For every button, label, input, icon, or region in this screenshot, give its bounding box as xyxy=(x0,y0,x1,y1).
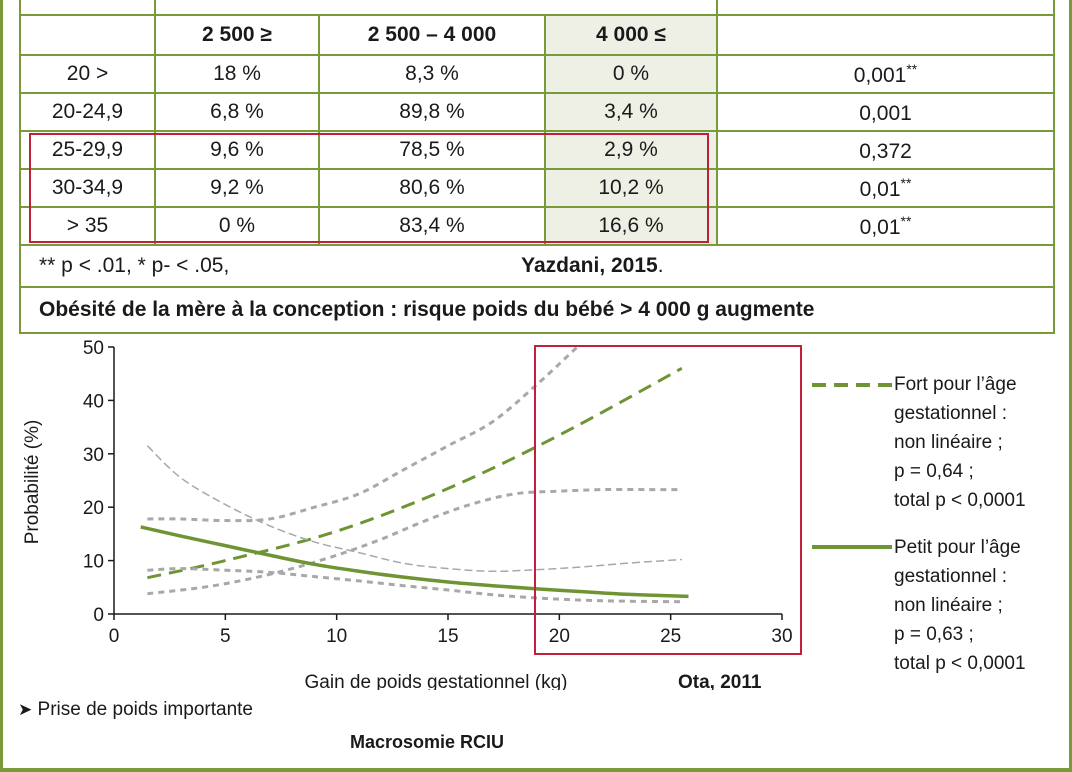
p-value: 0,372 xyxy=(859,139,912,163)
y-axis-label: Probabilité (%) xyxy=(22,420,43,545)
cell: 8,3 % xyxy=(318,54,546,94)
cell: 6,8 % xyxy=(154,92,320,132)
table-row: 20 > 18 % 8,3 % 0 % 0,001** xyxy=(19,54,1056,94)
legend-line: gestationnel : xyxy=(894,566,1008,587)
x-tick-label: 25 xyxy=(660,626,681,647)
series-line-1 xyxy=(147,347,579,523)
legend-line: gestationnel : xyxy=(894,403,1008,424)
cell: 89,8 % xyxy=(318,92,546,132)
chart-source: Ota, 2011 xyxy=(678,672,762,690)
col-header xyxy=(716,14,1056,56)
sig-mark: ** xyxy=(900,174,912,191)
row-label: 25-29,9 xyxy=(19,130,156,170)
col-header: 4 000 ≤ xyxy=(543,14,719,56)
highlight-box-table xyxy=(29,133,709,243)
p-value: 0,01 xyxy=(859,177,901,201)
chart-axes: 0 10 20 30 40 50 0 5 10 15 20 25 30 xyxy=(83,338,793,647)
legend-line: total p < 0,0001 xyxy=(894,490,1026,511)
cell: 18 % xyxy=(154,54,320,94)
chart-subtitle: Macrosomie RCIU xyxy=(350,732,505,752)
x-tick-label: 5 xyxy=(220,626,231,647)
cell: 3,4 % xyxy=(543,92,719,132)
y-tick-label: 0 xyxy=(93,605,104,626)
x-tick-label: 15 xyxy=(437,626,458,647)
cell: 2,9 % xyxy=(543,130,719,170)
p-value-cell: 0,372 xyxy=(716,130,1056,170)
legend-fort: Fort pour l’âge gestationnel : non linéa… xyxy=(894,370,1026,515)
table-row: 20-24,9 6,8 % 89,8 % 3,4 % 0,001 xyxy=(19,92,1056,132)
col-header: 2 500 ≥ xyxy=(154,14,320,56)
series-line-0 xyxy=(147,367,683,580)
row-label: 20 > xyxy=(19,54,156,94)
cell: 0 % xyxy=(154,206,320,246)
p-value-cell: 0,01** xyxy=(716,206,1056,246)
footnote-text: ** p < .01, * p- < .05, xyxy=(39,254,230,277)
cell: 9,6 % xyxy=(154,130,320,170)
y-tick-label: 50 xyxy=(83,338,104,359)
sig-mark: ** xyxy=(906,60,918,77)
table-row: 25-29,9 9,6 % 78,5 % 2,9 % 0,372 xyxy=(19,130,1056,170)
legend-line: Petit pour l’âge xyxy=(894,537,1021,558)
p-value: 0,001 xyxy=(853,63,907,87)
legend-line: Fort pour l’âge xyxy=(894,374,1017,395)
y-tick-label: 30 xyxy=(83,445,104,466)
p-value: 0,001 xyxy=(859,101,912,125)
table-row: > 35 0 % 83,4 % 16,6 % 0,01** xyxy=(19,206,1056,246)
y-tick-label: 40 xyxy=(83,391,104,412)
cell: 83,4 % xyxy=(318,206,546,246)
table-source: Yazdani, 2015 xyxy=(521,254,658,277)
row-label: 20-24,9 xyxy=(19,92,156,132)
p-value-cell: 0,01** xyxy=(716,168,1056,208)
col-header: 2 500 – 4 000 xyxy=(318,14,546,56)
col-header xyxy=(19,14,156,56)
x-axis-label: Gain de poids gestationnel (kg) xyxy=(305,672,568,690)
x-tick-label: 0 xyxy=(109,626,120,647)
p-value-cell: 0,001** xyxy=(716,54,1056,94)
cell: 10,2 % xyxy=(543,168,719,208)
legend-line: non linéaire ; xyxy=(894,595,1003,616)
table-conclusion: Obésité de la mère à la conception : ris… xyxy=(18,286,1056,334)
table-footnote: ** p < .01, * p- < .05, Yazdani, 2015. xyxy=(18,244,1056,288)
p-value: 0,01 xyxy=(859,215,901,239)
legend-petit: Petit pour l’âge gestationnel : non liné… xyxy=(894,533,1026,678)
y-tick-label: 20 xyxy=(83,498,104,519)
header-cell xyxy=(716,0,1056,16)
series-line-4 xyxy=(146,445,682,573)
bullet-text: Prise de poids importante xyxy=(37,699,253,720)
sig-mark: ** xyxy=(900,212,912,229)
chart-series xyxy=(140,347,689,604)
legend-line: p = 0,63 ; xyxy=(894,624,974,645)
legend-fort-swatch xyxy=(812,383,892,387)
x-tick-label: 30 xyxy=(771,626,792,647)
table-row: 30-34,9 9,2 % 80,6 % 10,2 % 0,01** xyxy=(19,168,1056,208)
legend-line: p = 0,64 ; xyxy=(894,461,974,482)
cell: 0 % xyxy=(543,54,719,94)
x-tick-label: 10 xyxy=(326,626,347,647)
source-punct: . xyxy=(657,254,664,277)
row-label: > 35 xyxy=(19,206,156,246)
series-line-5 xyxy=(147,567,682,604)
p-value-cell: 0,001 xyxy=(716,92,1056,132)
cell: 80,6 % xyxy=(318,168,546,208)
birthweight-table: 2 500 ≥ 2 500 – 4 000 4 000 ≤ 20 > 18 % … xyxy=(18,0,1056,334)
cell: 9,2 % xyxy=(154,168,320,208)
header-cell xyxy=(153,0,719,16)
legend-line: non linéaire ; xyxy=(894,432,1003,453)
cell: 16,6 % xyxy=(543,206,719,246)
bullet-item: ➤ Prise de poids importante xyxy=(18,699,253,721)
highlight-box-chart xyxy=(534,345,802,655)
legend-petit-swatch xyxy=(812,545,892,549)
series-line-3 xyxy=(140,525,689,599)
cell: 78,5 % xyxy=(318,130,546,170)
series-line-2 xyxy=(147,487,682,596)
arrowhead-icon: ➤ xyxy=(18,700,33,719)
row-label: 30-34,9 xyxy=(19,168,156,208)
legend-line: total p < 0,0001 xyxy=(894,653,1026,674)
y-tick-label: 10 xyxy=(83,552,104,573)
header-cell xyxy=(19,0,156,16)
x-tick-label: 20 xyxy=(549,626,570,647)
